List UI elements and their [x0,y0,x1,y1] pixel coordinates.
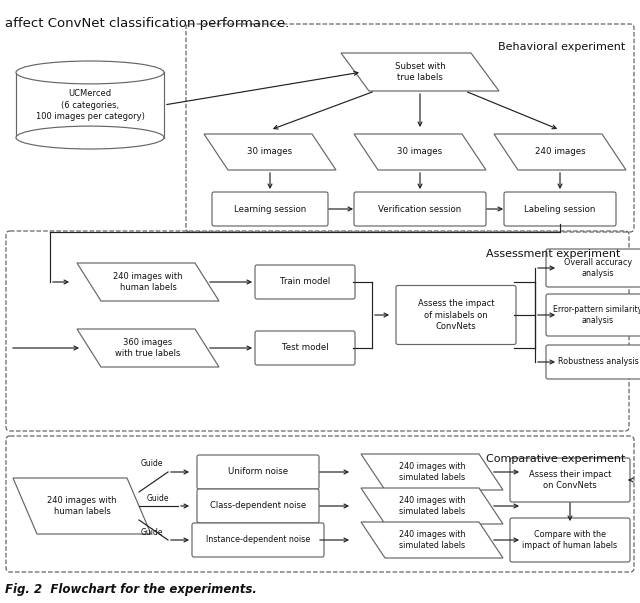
FancyBboxPatch shape [212,192,328,226]
Text: Robustness analysis: Robustness analysis [557,358,638,367]
Polygon shape [361,454,503,490]
Text: Test model: Test model [282,344,328,353]
Text: affect ConvNet classification performance.: affect ConvNet classification performanc… [5,17,289,30]
Polygon shape [204,134,336,170]
Text: Verification session: Verification session [378,204,461,213]
FancyBboxPatch shape [546,294,640,336]
FancyBboxPatch shape [510,518,630,562]
Text: Compare with the
impact of human labels: Compare with the impact of human labels [522,530,618,550]
Text: 240 images with
human labels: 240 images with human labels [47,496,116,516]
FancyBboxPatch shape [192,523,324,557]
FancyBboxPatch shape [396,285,516,344]
Text: Subset with
true labels: Subset with true labels [395,62,445,82]
Text: 240 images with
human labels: 240 images with human labels [113,272,183,292]
Polygon shape [361,522,503,558]
Text: Instance-dependent noise: Instance-dependent noise [206,535,310,545]
Text: 240 images with
simulated labels: 240 images with simulated labels [399,462,465,482]
FancyBboxPatch shape [255,265,355,299]
Polygon shape [354,134,486,170]
Text: Assess the impact
of mislabels on
ConvNets: Assess the impact of mislabels on ConvNe… [418,300,494,330]
Text: Guide: Guide [147,494,169,503]
FancyBboxPatch shape [197,489,319,523]
Ellipse shape [16,61,164,84]
Polygon shape [341,53,499,91]
FancyBboxPatch shape [510,458,630,502]
Text: Guide: Guide [141,528,163,537]
FancyBboxPatch shape [546,345,640,379]
Text: Train model: Train model [280,277,330,286]
Text: 240 images with
simulated labels: 240 images with simulated labels [399,496,465,516]
Polygon shape [77,329,219,367]
Text: Assessment experiment: Assessment experiment [486,249,620,259]
Ellipse shape [16,126,164,149]
Text: 30 images: 30 images [397,148,443,157]
Text: Guide: Guide [141,459,163,468]
Bar [16,72,164,137]
Text: Learning session: Learning session [234,204,306,213]
Polygon shape [77,263,219,301]
Text: Error-pattern similarity
analysis: Error-pattern similarity analysis [554,305,640,325]
Text: 240 images: 240 images [534,148,586,157]
FancyBboxPatch shape [354,192,486,226]
Text: 30 images: 30 images [248,148,292,157]
Text: Overall accuracy
analysis: Overall accuracy analysis [564,258,632,278]
Text: Uniform noise: Uniform noise [228,467,288,476]
Text: Assess their impact
on ConvNets: Assess their impact on ConvNets [529,470,611,490]
FancyBboxPatch shape [546,249,640,287]
Polygon shape [494,134,626,170]
FancyBboxPatch shape [197,455,319,489]
Text: 360 images
with true labels: 360 images with true labels [115,338,180,358]
Polygon shape [361,488,503,524]
FancyBboxPatch shape [255,331,355,365]
Text: Behavioral experiment: Behavioral experiment [498,42,625,52]
Text: Labeling session: Labeling session [524,204,596,213]
Text: 240 images with
simulated labels: 240 images with simulated labels [399,530,465,550]
Text: Comparative experiment: Comparative experiment [486,454,625,464]
Text: Fig. 2  Flowchart for the experiments.: Fig. 2 Flowchart for the experiments. [5,583,257,596]
Text: UCMerced
(6 categories,
100 images per category): UCMerced (6 categories, 100 images per c… [36,89,145,121]
Text: Class-dependent noise: Class-dependent noise [210,502,306,511]
Polygon shape [13,478,151,534]
FancyBboxPatch shape [504,192,616,226]
